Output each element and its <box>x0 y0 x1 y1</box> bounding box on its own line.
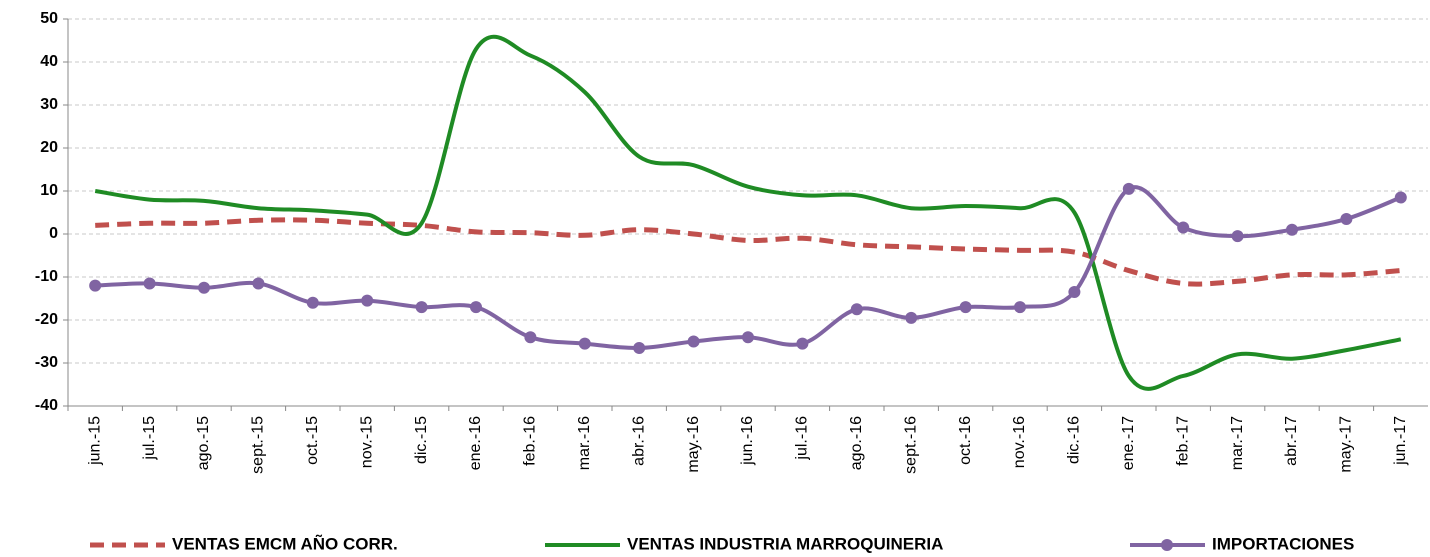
x-tick-label: jun.-15 <box>86 416 103 466</box>
series-marker <box>1014 301 1026 314</box>
x-tick-label: ago.-15 <box>195 416 212 470</box>
legend-label: VENTAS INDUSTRIA MARROQUINERIA <box>627 534 943 553</box>
x-tick-label: jul.-16 <box>794 416 811 461</box>
y-tick-label: -10 <box>35 268 58 285</box>
legend-label: VENTAS EMCM AÑO CORR. <box>172 533 398 553</box>
y-tick-label: -30 <box>35 354 58 371</box>
x-tick-label: ene.-16 <box>467 416 484 470</box>
series-marker <box>1231 230 1244 243</box>
y-tick-label: 0 <box>49 225 58 242</box>
series-marker <box>796 337 809 350</box>
series-marker <box>633 341 646 354</box>
x-tick-label: dic.-16 <box>1066 416 1083 464</box>
series-marker <box>143 277 156 290</box>
x-tick-label: sept.-16 <box>902 416 919 474</box>
series-marker <box>1068 286 1081 299</box>
series-marker <box>1340 212 1353 225</box>
x-tick-label: sept.-15 <box>250 416 267 474</box>
series-marker <box>198 281 210 294</box>
series-marker <box>252 277 265 290</box>
x-tick-label: ago.-16 <box>848 416 865 470</box>
y-tick-label: -20 <box>35 311 58 328</box>
x-tick-label: mar.-17 <box>1229 416 1246 470</box>
series-line <box>94 34 1402 391</box>
series-marker <box>1177 221 1190 234</box>
series-marker <box>415 301 428 314</box>
series-marker <box>1286 223 1298 236</box>
series-marker <box>306 296 319 309</box>
y-tick-label: -40 <box>35 397 58 414</box>
x-tick-label: oct.-16 <box>957 416 974 465</box>
series-marker <box>959 301 972 314</box>
series-marker <box>1394 191 1407 204</box>
series-marker <box>524 331 537 344</box>
x-tick-label: feb.-17 <box>1174 416 1191 466</box>
series-marker <box>687 335 700 348</box>
x-tick-label: jun.-17 <box>1392 416 1409 466</box>
series-marker <box>1122 182 1135 195</box>
x-tick-label: oct.-15 <box>304 416 321 465</box>
series-marker <box>578 337 591 350</box>
legend-label: IMPORTACIONES <box>1212 534 1354 553</box>
y-tick-label: 10 <box>40 182 58 199</box>
x-tick-label: dic.-15 <box>413 416 430 464</box>
x-tick-label: mar.-16 <box>576 416 593 470</box>
y-tick-label: 40 <box>40 53 58 70</box>
x-tick-label: nov.-15 <box>358 416 375 468</box>
series-line <box>95 217 1401 287</box>
x-tick-label: abr.-17 <box>1283 416 1300 466</box>
x-tick-label: may.-17 <box>1338 416 1355 473</box>
x-tick-label: may.-16 <box>685 416 702 473</box>
series-marker <box>905 311 918 324</box>
x-tick-label: ene.-17 <box>1120 416 1137 470</box>
x-tick-label: feb.-16 <box>522 416 539 466</box>
legend-marker <box>1161 539 1173 551</box>
x-tick-label: jun.-16 <box>739 416 756 466</box>
series-marker <box>470 301 482 314</box>
y-tick-label: 20 <box>40 139 58 156</box>
series-marker <box>89 279 102 292</box>
y-tick-label: 50 <box>40 10 58 27</box>
x-tick-label: jul.-15 <box>141 416 158 461</box>
series-marker <box>850 303 863 316</box>
series-marker <box>361 294 374 307</box>
x-tick-label: abr.-16 <box>630 416 647 466</box>
series-marker <box>742 331 754 344</box>
y-tick-label: 30 <box>40 96 58 113</box>
x-tick-label: nov.-16 <box>1011 416 1028 468</box>
